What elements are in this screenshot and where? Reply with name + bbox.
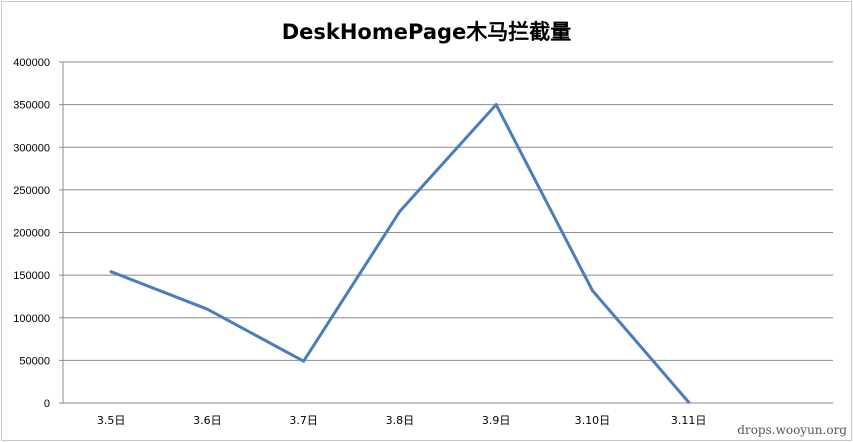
data-point <box>109 270 113 274</box>
data-point <box>302 359 306 363</box>
data-point <box>687 400 691 404</box>
data-point <box>205 307 209 311</box>
gridlines <box>59 61 833 404</box>
chart-title: DeskHomePage木马拦截量 <box>281 20 572 44</box>
y-tick-label: 0 <box>44 398 50 410</box>
y-tick-label: 300000 <box>13 142 50 154</box>
x-tick-label: 3.9日 <box>482 414 511 427</box>
y-tick-label: 400000 <box>13 57 50 69</box>
x-axis-ticks: 3.5日 3.6日 3.7日 3.8日 3.9日 3.10日 3.11日 <box>97 414 707 427</box>
x-tick-label: 3.10日 <box>575 414 611 427</box>
data-point <box>398 209 402 213</box>
y-tick-label: 50000 <box>19 355 50 367</box>
watermark: drops.wooyun.org <box>737 423 847 437</box>
x-tick-label: 3.8日 <box>386 414 415 427</box>
data-point <box>494 103 498 107</box>
x-tick-label: 3.11日 <box>671 414 707 427</box>
data-point <box>590 288 594 292</box>
x-tick-label: 3.7日 <box>289 414 318 427</box>
y-tick-label: 200000 <box>13 228 50 240</box>
series-line <box>109 103 691 404</box>
x-tick-label: 3.5日 <box>97 414 126 427</box>
y-tick-label: 250000 <box>13 185 50 197</box>
y-axis-ticks: 0 50000 100000 150000 200000 250000 300000 3500… <box>13 57 50 410</box>
series-group <box>109 103 691 404</box>
x-tick-label: 3.6日 <box>193 414 222 427</box>
y-tick-label: 100000 <box>13 313 50 325</box>
y-tick-label: 150000 <box>13 270 50 282</box>
y-tick-label: 350000 <box>13 100 50 112</box>
